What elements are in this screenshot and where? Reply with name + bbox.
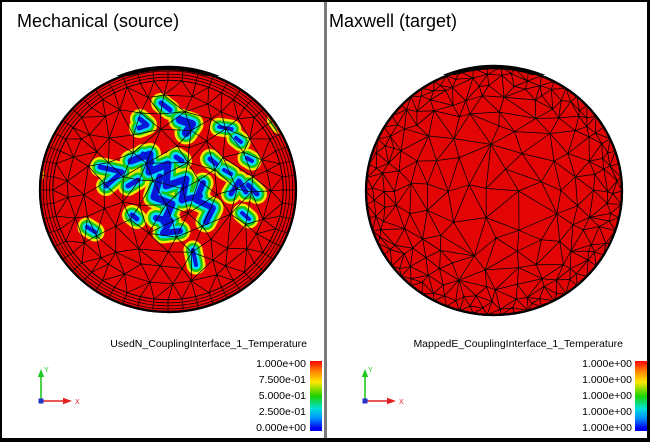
legend-tick: 0.000e+00 [256,422,306,434]
legend-tick: 2.500e-01 [258,406,306,418]
target-panel-title: Maxwell (target) [329,11,458,31]
legend-tick: 1.000e+00 [582,358,632,370]
target-axis-triad: YX [361,367,404,406]
axis-label-y: Y [44,367,49,374]
source-colorbar [310,361,322,431]
legend-tick: 1.000e+00 [582,374,632,386]
target-mesh-viewport[interactable] [364,64,624,317]
source-mesh-viewport[interactable] [31,65,298,314]
source-legend-ticks: 1.000e+00 7.500e-01 5.000e-01 2.500e-01 … [156,356,306,436]
panel-divider [324,2,327,438]
legend-tick: 1.000e+00 [582,422,632,434]
target-colorbar [635,361,647,431]
legend-tick: 1.000e+00 [256,358,306,370]
source-panel-title: Mechanical (source) [17,11,180,31]
legend-tick: 7.500e-01 [258,374,306,386]
target-legend-title: MappedE_CouplingInterface_1_Temperature [413,338,623,350]
axis-label-x: X [399,399,404,406]
legend-tick: 1.000e+00 [582,390,632,402]
source-interior-mesh [51,79,285,301]
axis-label-y: Y [368,367,373,374]
axis-label-x: X [75,399,80,406]
source-legend-title: UsedN_CouplingInterface_1_Temperature [110,338,307,350]
legend-tick: 1.000e+00 [582,406,632,418]
boundary-layer-mesh [40,68,296,312]
source-axis-triad: YX [37,367,80,406]
target-legend-ticks: 1.000e+00 1.000e+00 1.000e+00 1.000e+00 … [482,356,632,436]
legend-tick: 5.000e-01 [258,390,306,402]
